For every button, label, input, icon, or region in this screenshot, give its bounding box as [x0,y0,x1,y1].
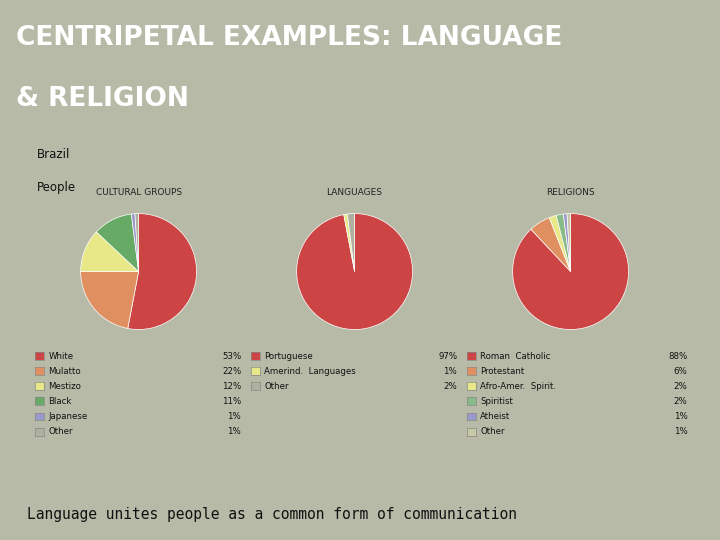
Text: Mulatto: Mulatto [48,367,81,376]
Text: 1%: 1% [444,367,457,376]
Title: LANGUAGES: LANGUAGES [327,188,382,197]
Wedge shape [297,214,413,329]
Wedge shape [549,215,571,272]
Wedge shape [81,232,138,272]
Text: 12%: 12% [222,382,241,391]
Text: Mestizo: Mestizo [48,382,81,391]
Text: Language unites people as a common form of communication: Language unites people as a common form … [27,507,518,522]
Text: 22%: 22% [222,367,241,376]
Text: Afro-Amer.  Spirit.: Afro-Amer. Spirit. [480,382,557,391]
Text: CENTRIPETAL EXAMPLES: LANGUAGE: CENTRIPETAL EXAMPLES: LANGUAGE [16,25,562,51]
Text: 2%: 2% [444,382,457,391]
Text: Spiritist: Spiritist [480,397,513,406]
Text: Atheist: Atheist [480,412,510,421]
Text: Protestant: Protestant [480,367,524,376]
Text: 88%: 88% [668,352,688,361]
Title: CULTURAL GROUPS: CULTURAL GROUPS [96,188,181,197]
Text: People: People [37,181,76,194]
Wedge shape [343,214,354,272]
Wedge shape [127,214,197,329]
Text: Japanese: Japanese [48,412,88,421]
Text: 1%: 1% [674,427,688,436]
Wedge shape [567,214,571,272]
Text: 53%: 53% [222,352,241,361]
Wedge shape [556,214,571,272]
Text: 6%: 6% [674,367,688,376]
Text: White: White [48,352,73,361]
Text: Amerind.  Languages: Amerind. Languages [264,367,356,376]
Wedge shape [347,214,355,272]
Wedge shape [131,214,138,272]
Text: 1%: 1% [228,427,241,436]
Text: Black: Black [48,397,71,406]
Wedge shape [135,214,138,272]
Text: 97%: 97% [438,352,457,361]
Wedge shape [81,272,138,328]
Wedge shape [513,214,629,329]
Text: 2%: 2% [674,397,688,406]
Text: Portuguese: Portuguese [264,352,313,361]
Text: Roman  Catholic: Roman Catholic [480,352,551,361]
Wedge shape [563,214,571,272]
Text: & RELIGION: & RELIGION [16,86,189,112]
Wedge shape [96,214,138,272]
Text: 1%: 1% [674,412,688,421]
Text: Other: Other [480,427,505,436]
Title: RELIGIONS: RELIGIONS [546,188,595,197]
Text: 11%: 11% [222,397,241,406]
Text: Brazil: Brazil [37,148,70,161]
Text: Other: Other [48,427,73,436]
Text: 1%: 1% [228,412,241,421]
Text: Other: Other [264,382,289,391]
Wedge shape [531,218,571,272]
Text: 2%: 2% [674,382,688,391]
